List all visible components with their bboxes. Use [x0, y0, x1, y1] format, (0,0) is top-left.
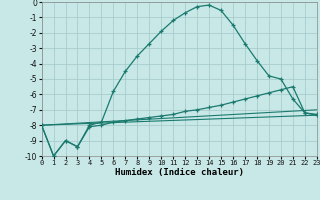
- X-axis label: Humidex (Indice chaleur): Humidex (Indice chaleur): [115, 168, 244, 177]
